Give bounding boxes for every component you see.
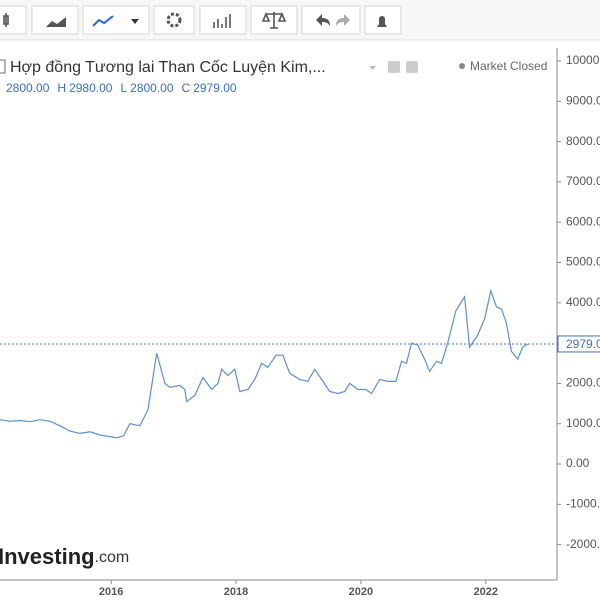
brand: Investing.com: [0, 544, 129, 569]
y-tick-label: 1000.0: [566, 416, 600, 430]
gear-icon: [166, 12, 182, 28]
price-line: [0, 288, 529, 439]
brand-suffix: .com: [95, 549, 130, 566]
indicators-icon: [213, 14, 231, 28]
toolbar-buttons[interactable]: [0, 5, 402, 35]
ohlc-value: 2800.00: [6, 81, 50, 95]
undo-redo-button[interactable]: [301, 5, 361, 35]
x-tick-label: 2020: [349, 586, 373, 598]
ohlc-value: 2980.00: [69, 81, 113, 95]
x-tick-label: 2018: [224, 586, 248, 598]
ohlc-key: L: [120, 81, 127, 95]
visibility-icon[interactable]: [388, 61, 400, 73]
y-tick-label: 5000.00: [566, 255, 600, 269]
y-tick-label: -2000.0: [566, 537, 600, 551]
brand-name: Investing: [0, 544, 95, 569]
ohlc-key: H: [57, 81, 66, 95]
instrument-title: Hợp đồng Tương lai Than Cốc Luyện Kim,..…: [10, 59, 326, 76]
undo-icon: [316, 14, 330, 26]
collapse-icon: [0, 59, 6, 74]
status-dot: [459, 63, 465, 69]
y-tick-label: 7000.00: [566, 174, 600, 188]
market-status: Market Closed: [470, 59, 547, 73]
bell-icon: [377, 16, 387, 27]
ohlc-value: 2979.00: [193, 81, 237, 95]
last-price-label: 2979.0: [566, 337, 600, 351]
line-icon: [92, 15, 114, 27]
ohlc-value: 2800.00: [130, 81, 174, 95]
y-tick-label: 4000.00: [566, 295, 600, 309]
x-tick-label: 2022: [474, 586, 498, 598]
indicators-button[interactable]: [199, 5, 247, 35]
y-tick-label: 9000.00: [566, 93, 600, 107]
settings-button[interactable]: [153, 5, 195, 35]
x-tick-label: 2016: [99, 586, 123, 598]
y-tick-label: 10000.0: [566, 53, 600, 67]
y-tick-label: 8000.00: [566, 134, 600, 148]
y-tick-label: 6000.00: [566, 214, 600, 228]
candle-icon: [3, 13, 9, 27]
y-tick-label: -1000.0: [566, 496, 600, 510]
compare-icon: [261, 11, 287, 29]
ohlc-row: 2800.00 H 2980.00 L 2800.00 C 2979.00: [6, 81, 237, 95]
area-icon: [46, 17, 66, 27]
title-dropdown[interactable]: [369, 66, 376, 70]
settings-icon[interactable]: [406, 61, 418, 73]
area-button[interactable]: [31, 5, 79, 35]
y-tick-label: 2000.0: [566, 376, 600, 390]
redo-icon: [336, 14, 350, 26]
line-button[interactable]: [82, 5, 150, 35]
dropdown-icon: [131, 19, 139, 24]
ohlc-key: C: [182, 81, 191, 95]
last-price-box: [557, 335, 600, 353]
y-tick-label: 0.00: [566, 456, 590, 470]
